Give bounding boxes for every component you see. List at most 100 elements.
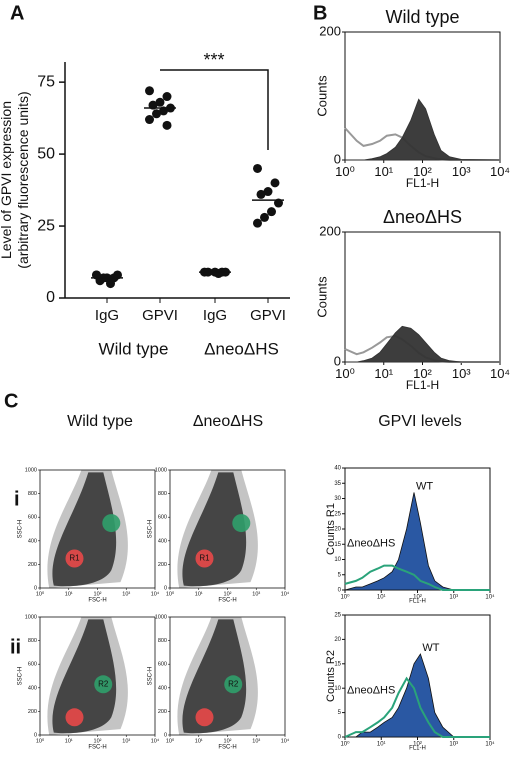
y-tick-label: 25	[37, 217, 55, 234]
data-point	[263, 187, 273, 197]
x-tick-label: 10¹	[374, 366, 393, 381]
x-tick-label: 10²	[413, 366, 432, 381]
y-tick-label: 0	[334, 353, 341, 368]
y-tick-label: 35	[334, 481, 341, 487]
x-tick-label: 10⁴	[490, 366, 510, 381]
x-axis-label: FSC-H	[218, 598, 236, 604]
y-tick-label: 0	[164, 585, 167, 591]
column-title: Wild type	[67, 413, 133, 430]
y-tick-label: 600	[28, 515, 37, 521]
x-tick-label: 10⁰	[166, 590, 175, 597]
y-tick-label: 25	[334, 613, 341, 619]
series-label: WT	[422, 642, 439, 654]
x-axis-label: FL1-H	[409, 599, 426, 605]
y-tick-label: 800	[28, 638, 37, 644]
event-cloud-halo	[177, 617, 258, 735]
data-point	[256, 189, 266, 199]
x-tick-label: 10²	[413, 741, 422, 747]
y-tick-label: 800	[28, 491, 37, 497]
y-axis-label-line: (arbitrary fluorescence units)	[15, 91, 31, 268]
panel-label: B	[313, 2, 327, 24]
gate-r2	[94, 675, 113, 694]
x-tick-label: 10²	[94, 738, 102, 744]
x-tick-label: 10⁴	[490, 164, 510, 179]
event-cloud	[52, 619, 117, 734]
y-axis-label: SSC-H	[18, 667, 24, 686]
gate-label: R2	[228, 679, 239, 688]
y-tick-label: 0	[34, 732, 37, 738]
y-axis-label: Counts R1	[325, 503, 337, 555]
y-tick-label: 200	[319, 23, 341, 38]
x-tick-label: 10⁴	[281, 737, 290, 744]
x-tick-label: IgG	[203, 307, 227, 324]
panel-label: A	[10, 2, 24, 24]
x-tick-label: 10⁰	[340, 740, 350, 747]
row-label: i	[14, 488, 20, 510]
y-tick-label: 0	[34, 585, 37, 591]
y-tick-label: 800	[158, 491, 167, 497]
gate-r1	[65, 708, 84, 727]
y-axis-label-line: Level of GPVI expression	[0, 101, 14, 259]
x-tick-label: 10⁴	[151, 737, 160, 744]
data-point	[270, 178, 280, 188]
group-label: Wild type	[99, 339, 169, 358]
data-point	[145, 86, 154, 96]
y-tick-label: 25	[334, 511, 341, 517]
row-label: ii	[10, 636, 21, 658]
x-tick-label: 10²	[413, 594, 422, 600]
gate-r1	[195, 708, 214, 727]
y-tick-label: 30	[334, 496, 341, 502]
x-axis-label: FSC-H	[88, 745, 106, 751]
histogram-area	[345, 653, 490, 738]
y-axis-label: SSC-H	[18, 520, 24, 539]
significance-bracket	[160, 69, 269, 150]
y-tick-label: 400	[158, 685, 167, 691]
x-axis-label: FSC-H	[218, 745, 236, 751]
x-axis-label: FSC-H	[88, 598, 106, 604]
y-axis-label: Level of GPVI expression(arbitrary fluor…	[0, 91, 31, 268]
gate-r1	[195, 549, 214, 568]
histogram-line	[344, 676, 490, 738]
y-tick-label: 200	[319, 223, 341, 238]
x-tick-label: 10²	[413, 164, 432, 179]
x-tick-label: 10⁰	[166, 737, 175, 744]
y-axis-label: Counts R2	[325, 650, 337, 702]
y-tick-label: 20	[334, 527, 341, 533]
x-tick-label: 10³	[452, 164, 471, 179]
y-tick-label: 400	[28, 538, 37, 544]
x-tick-label: 10³	[449, 594, 458, 600]
data-point	[106, 279, 115, 289]
gate-r2	[102, 514, 121, 533]
x-axis-label: FL1-H	[409, 746, 426, 752]
data-point	[155, 97, 165, 107]
y-axis-label: Counts	[314, 75, 329, 117]
y-tick-label: 600	[158, 515, 167, 521]
x-tick-label: 10³	[252, 591, 260, 597]
y-axis-label: SSC-H	[148, 667, 154, 686]
y-tick-label: 0	[164, 732, 167, 738]
y-tick-label: 1000	[155, 467, 167, 473]
y-axis-label: Counts	[314, 276, 329, 318]
data-point	[267, 207, 276, 217]
event-cloud-halo	[47, 617, 128, 735]
y-tick-label: 20	[334, 637, 341, 643]
y-tick-label: 40	[334, 466, 341, 472]
series-label: ΔneoΔHS	[347, 538, 395, 550]
x-tick-label: 10¹	[377, 741, 386, 747]
x-tick-label: 10⁴	[151, 590, 160, 597]
x-tick-label: GPVI	[142, 307, 178, 324]
y-tick-label: 1000	[25, 467, 37, 473]
y-tick-label: 10	[334, 557, 341, 563]
y-tick-label: 200	[158, 709, 167, 715]
x-tick-label: 10⁴	[281, 590, 290, 597]
x-tick-label: 10³	[452, 366, 471, 381]
data-point	[253, 218, 262, 228]
x-tick-label: 10⁴	[485, 740, 495, 747]
y-tick-label: 600	[28, 662, 37, 668]
x-tick-label: 10¹	[377, 594, 386, 600]
x-tick-label: 10⁰	[335, 164, 355, 179]
y-tick-label: 5	[338, 572, 342, 578]
y-tick-label: 75	[37, 73, 55, 90]
x-tick-label: 10⁰	[340, 593, 350, 600]
y-tick-label: 1000	[25, 614, 37, 620]
